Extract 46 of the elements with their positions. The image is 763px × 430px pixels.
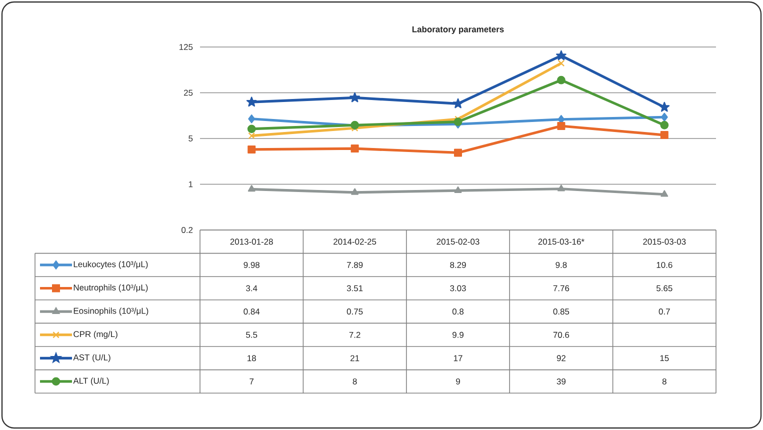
data-label: 3.03 xyxy=(450,285,466,292)
data-label: 18 xyxy=(248,355,256,362)
data-label: 3.4 xyxy=(246,285,258,292)
data-label: 39 xyxy=(556,378,566,384)
x-tick-label: 2014-02-25 xyxy=(334,238,376,245)
legend-label: AST (U/L) xyxy=(73,354,110,362)
data-label: 3.51 xyxy=(346,285,363,292)
y-tick-label: 25 xyxy=(184,90,193,96)
y-tick-label: 5 xyxy=(188,136,193,142)
data-label: 9.8 xyxy=(556,262,567,268)
legend-label: Eosinophils (10³/μL) xyxy=(74,308,148,316)
data-label: 92 xyxy=(556,355,566,362)
data-label: 10.6 xyxy=(656,262,672,268)
data-label: 7.89 xyxy=(347,262,363,268)
data-label: 0.7 xyxy=(658,308,670,315)
data-label: 8.29 xyxy=(450,262,466,268)
data-label: 17 xyxy=(454,355,462,362)
data-label: 70.6 xyxy=(553,332,570,338)
data-label: 15 xyxy=(660,355,669,362)
data-label: 8 xyxy=(662,378,666,384)
y-tick-label: 1 xyxy=(188,181,193,188)
data-label: 0.85 xyxy=(553,308,570,315)
x-tick-label: 2013-01-28 xyxy=(230,238,273,245)
legend-label: Neutrophils (10³/μL) xyxy=(74,284,148,292)
data-label: 5.5 xyxy=(246,332,258,338)
data-label: 9.9 xyxy=(452,332,464,338)
legend-label: ALT (U/L) xyxy=(73,378,109,386)
data-label: 0.8 xyxy=(452,308,464,315)
x-tick-label: 2015-03-03 xyxy=(643,238,686,245)
data-label: 7.76 xyxy=(553,285,570,292)
data-label: 9.98 xyxy=(244,262,260,268)
data-label: 9 xyxy=(456,378,460,384)
data-label: 21 xyxy=(350,355,360,362)
data-label: 0.84 xyxy=(244,308,260,315)
data-label: 5.65 xyxy=(656,285,672,292)
y-tick-label: 125 xyxy=(179,44,193,50)
x-tick-label: 2015-03-16* xyxy=(538,238,584,245)
data-label: 8 xyxy=(352,378,357,384)
data-label: 7 xyxy=(250,378,254,384)
data-label: 7.2 xyxy=(349,332,360,338)
chart-title: Laboratory parameters xyxy=(412,26,504,34)
y-tick-label: 0.2 xyxy=(182,227,193,233)
data-label: 0.75 xyxy=(346,308,363,315)
x-tick-label: 2015-02-03 xyxy=(436,238,480,245)
legend-label: Leukocytes (10³/μL) xyxy=(74,261,148,269)
legend-label: CPR (mg/L) xyxy=(74,330,118,339)
